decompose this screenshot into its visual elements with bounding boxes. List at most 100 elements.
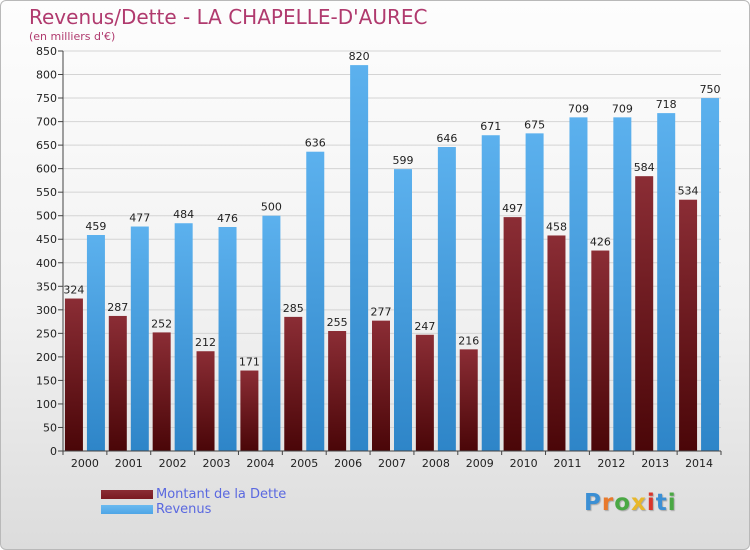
bar-dette [459,349,478,451]
logo-letter: t [655,490,668,516]
value-label-dette: 285 [283,302,304,315]
y-tick-label: 100 [36,398,57,411]
bar-revenus [657,113,676,451]
value-label-revenus: 709 [612,102,633,115]
bar-dette [503,217,522,451]
value-label-dette: 534 [678,185,699,198]
x-tick-label: 2014 [685,457,713,470]
value-label-dette: 255 [327,316,348,329]
value-label-revenus: 675 [524,118,545,131]
y-tick-label: 200 [36,351,57,364]
bar-dette [108,315,127,451]
bar-revenus [350,65,369,451]
value-label-dette: 171 [239,356,260,369]
bar-revenus [218,227,237,451]
y-tick-label: 600 [36,163,57,176]
value-label-dette: 252 [151,317,172,330]
bar-revenus [569,117,588,452]
y-tick-label: 300 [36,304,57,317]
value-label-revenus: 709 [568,102,589,115]
bar-dette [64,298,83,451]
value-label-dette: 287 [107,301,128,314]
bar-revenus [130,226,149,451]
y-tick-label: 450 [36,233,57,246]
y-tick-label: 550 [36,186,57,199]
y-tick-label: 400 [36,257,57,270]
y-tick-label: 650 [36,139,57,152]
value-label-revenus: 500 [261,201,282,214]
bar-revenus [394,169,412,451]
value-label-dette: 458 [546,220,567,233]
x-tick-label: 2012 [597,457,625,470]
bar-dette [372,320,390,451]
bar-dette [547,235,566,451]
value-label-revenus: 459 [85,220,106,233]
bar-revenus [481,135,500,451]
bar-revenus [86,235,105,451]
value-label-revenus: 477 [129,212,150,225]
x-tick-label: 2009 [466,457,494,470]
value-label-revenus: 484 [173,208,194,221]
bar-revenus [437,147,456,451]
legend-swatch-revenus [101,505,153,514]
legend-label-revenus: Revenus [156,502,212,517]
y-tick-label: 50 [43,421,57,434]
bar-revenus [525,133,544,451]
x-tick-label: 2005 [290,457,318,470]
x-tick-label: 2004 [246,457,274,470]
value-label-revenus: 599 [393,154,414,167]
bar-revenus [262,215,281,451]
y-tick-label: 850 [36,45,57,58]
y-tick-label: 150 [36,374,57,387]
x-tick-label: 2010 [510,457,538,470]
value-label-dette: 247 [414,320,435,333]
logo-letter: o [614,490,632,516]
legend-label-dette: Montant de la Dette [156,487,287,502]
value-label-dette: 212 [195,336,216,349]
chart-subtitle: (en milliers d'€) [29,30,116,43]
y-tick-label: 750 [36,92,57,105]
y-tick-label: 250 [36,327,57,340]
value-label-revenus: 718 [656,98,677,111]
bars [64,65,720,452]
axes: 0 50 100 150 200 250 300 350 400 450 500 550 600 650 7… [36,45,722,470]
bar-revenus [306,151,325,452]
bar-dette [152,332,171,451]
value-labels: 324 459 287 477 252 484 212 476 171 500 285 636 255 8… [63,50,720,368]
bar-dette [635,176,654,452]
chart-title: Revenus/Dette - LA CHAPELLE-D'AUREC [29,5,428,29]
bar-revenus [174,223,193,451]
value-label-dette: 584 [634,161,655,174]
bar-dette [415,334,434,451]
y-tick-label: 500 [36,210,57,223]
y-tick-label: 800 [36,69,57,82]
value-label-dette: 277 [371,306,392,319]
y-tick-label: 0 [50,445,57,458]
logo-letter: x [631,490,647,516]
logo-letter: i [667,490,677,516]
value-label-revenus: 636 [305,137,326,150]
bar-dette [240,370,259,451]
logo-letter: P [584,490,602,516]
x-tick-label: 2000 [71,457,99,470]
proxiti-logo: Proxiti [584,490,677,516]
x-tick-label: 2013 [641,457,669,470]
bar-dette [284,316,303,451]
value-label-dette: 497 [502,202,523,215]
value-label-dette: 216 [458,334,479,347]
value-label-revenus: 671 [480,120,501,133]
bar-revenus [613,117,632,452]
value-label-revenus: 820 [349,50,370,63]
x-tick-label: 2003 [203,457,231,470]
x-tick-label: 2006 [334,457,362,470]
x-tick-label: 2007 [378,457,406,470]
value-label-revenus: 750 [700,83,721,96]
y-tick-label: 700 [36,116,57,129]
y-tick-label: 350 [36,280,57,293]
legend-swatch-dette [101,490,153,499]
bar-dette [679,199,698,451]
logo-letter: r [601,490,615,516]
bar-dette [328,331,347,451]
